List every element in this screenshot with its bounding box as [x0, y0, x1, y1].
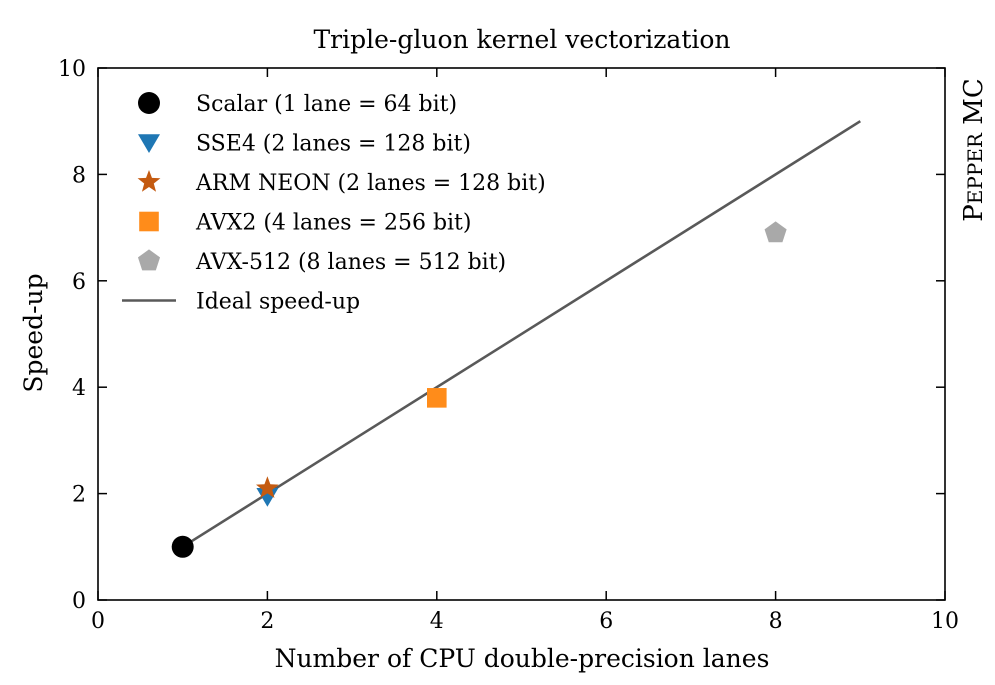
legend-marker-pentagon — [137, 249, 161, 271]
y-tick-label: 0 — [72, 589, 86, 614]
side-label: PEPPER MC — [959, 78, 989, 221]
ticks: 0 2 4 6 8 10 0 2 4 6 8 10 — [58, 57, 959, 634]
axes — [97, 67, 946, 601]
axes-frame — [97, 67, 946, 601]
x-tick-label: 0 — [91, 609, 105, 634]
data-point-star — [255, 476, 279, 498]
x-axis-label: Number of CPU double-precision lanes — [275, 644, 770, 673]
legend-label: Ideal speed-up — [196, 290, 360, 315]
y-axis-label: Speed-up — [19, 273, 48, 392]
x-tick-label: 4 — [430, 609, 444, 634]
legend-label: AVX-512 (8 lanes = 512 bit) — [195, 250, 506, 275]
legend: Scalar (1 lane = 64 bit) SSE4 (2 lanes = … — [122, 92, 546, 315]
legend-label: Scalar (1 lane = 64 bit) — [196, 92, 457, 117]
legend-label: SSE4 (2 lanes = 128 bit) — [196, 132, 471, 157]
x-tick-label: 2 — [260, 609, 274, 634]
chart-title: Triple-gluon kernel vectorization — [313, 25, 730, 54]
y-tick-label: 6 — [72, 270, 86, 295]
x-tick-label: 8 — [769, 609, 783, 634]
legend-marker-circle — [138, 92, 160, 114]
x-tick-label: 6 — [599, 609, 613, 634]
y-tick-label: 10 — [58, 57, 86, 82]
x-tick-label: 10 — [931, 609, 959, 634]
legend-marker-triangle-down — [138, 134, 160, 153]
plot-area — [171, 120, 861, 558]
data-point-square — [427, 388, 447, 408]
y-tick-label: 4 — [72, 376, 86, 401]
ideal-speedup-line — [182, 120, 861, 548]
legend-label: AVX2 (4 lanes = 256 bit) — [195, 211, 471, 236]
side-label-smallcaps: EPPER — [963, 132, 987, 204]
data-point-circle — [171, 535, 194, 558]
side-label-initial: P — [959, 204, 989, 222]
side-label-suffix: MC — [959, 78, 989, 133]
y-tick-label: 2 — [72, 483, 86, 508]
y-tick-label: 8 — [72, 163, 86, 188]
legend-label: ARM NEON (2 lanes = 128 bit) — [195, 171, 546, 196]
legend-marker-square — [139, 211, 159, 232]
data-point-pentagon — [764, 221, 787, 243]
legend-marker-star — [137, 170, 161, 192]
